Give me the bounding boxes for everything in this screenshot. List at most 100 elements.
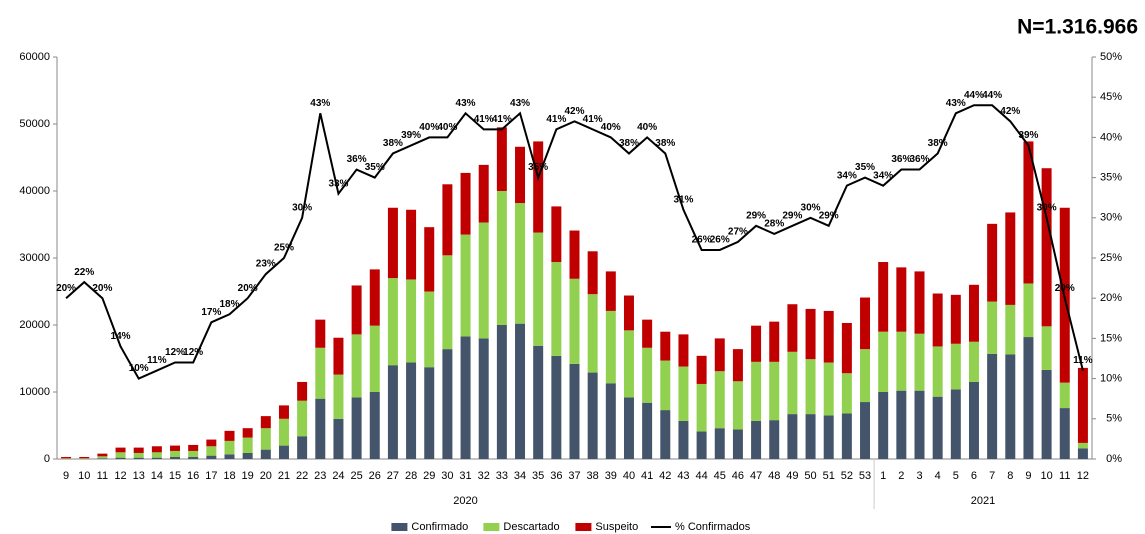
bar-segment <box>1005 212 1016 305</box>
bar-segment <box>968 341 979 382</box>
data-label: 40% <box>601 122 621 133</box>
y-tick-label: 10000 <box>19 386 50 398</box>
data-label: 41% <box>583 114 603 125</box>
bar-segment <box>714 428 725 459</box>
data-label: 35% <box>855 162 875 173</box>
bar-segment <box>950 389 961 459</box>
bar-segment <box>242 452 253 459</box>
x-tick-label: 13 <box>133 470 145 482</box>
bar-segment <box>841 373 852 414</box>
bar-segment <box>533 232 544 346</box>
bar-segment <box>260 416 271 429</box>
x-tick-label: 3 <box>916 470 922 482</box>
bar-segment <box>860 349 871 403</box>
bar-segment <box>315 319 326 348</box>
data-label: 25% <box>274 243 294 254</box>
x-tick-label: 41 <box>641 470 653 482</box>
legend-swatch <box>575 523 592 531</box>
bar-segment <box>115 447 126 453</box>
bar-segment <box>787 304 798 352</box>
bar-segment <box>678 334 689 367</box>
data-label: 23% <box>256 259 276 270</box>
bar-segment <box>914 271 925 334</box>
bar-segment <box>315 347 326 399</box>
bar-segment <box>1005 304 1016 355</box>
bar-segment <box>823 362 834 416</box>
bar-segment <box>406 209 417 280</box>
bar-segment <box>569 230 580 279</box>
data-label: 40% <box>419 122 439 133</box>
data-label: 44% <box>964 90 984 101</box>
x-tick-label: 23 <box>314 470 326 482</box>
bar-segment <box>732 429 743 459</box>
y2-tick-label: 40% <box>1100 131 1122 143</box>
bar-segment <box>1023 283 1034 338</box>
data-label: 20% <box>1055 283 1075 294</box>
bar-segment <box>478 338 489 459</box>
bar-segment <box>79 456 90 459</box>
x-tick-label: 35 <box>532 470 544 482</box>
x-tick-label: 27 <box>387 470 399 482</box>
bar-segment <box>224 440 235 455</box>
bar-segment <box>115 452 126 458</box>
data-label: 43% <box>946 98 966 109</box>
bar-segment <box>351 334 362 398</box>
bar-segment <box>1059 382 1070 409</box>
data-label: 40% <box>437 122 457 133</box>
bar-segment <box>751 420 762 459</box>
bar-segment <box>551 206 562 263</box>
bar-segment <box>987 301 998 354</box>
bar-segment <box>369 269 380 326</box>
bar-segment <box>841 322 852 374</box>
bar-segment <box>369 325 380 392</box>
bar-segment <box>478 164 489 223</box>
y-tick-label: 50000 <box>19 118 50 130</box>
sample-size: N=1.316.966 <box>1017 16 1138 39</box>
bar-segment <box>569 363 580 459</box>
data-label: 22% <box>74 267 94 278</box>
bar-segment <box>297 436 308 459</box>
y2-tick-label: 5% <box>1106 413 1122 425</box>
data-label: 34% <box>873 170 893 181</box>
bar-segment <box>333 337 344 375</box>
y2-tick-label: 50% <box>1100 51 1122 63</box>
bar-segment <box>351 397 362 459</box>
bar-segment <box>170 456 181 459</box>
data-label: 20% <box>238 283 258 294</box>
bar-segment <box>551 355 562 459</box>
x-tick-label: 34 <box>514 470 526 482</box>
bar-segment <box>297 400 308 437</box>
bar-segment <box>61 458 72 459</box>
data-label: 18% <box>219 299 239 310</box>
bar-segment <box>387 365 398 459</box>
data-label: 29% <box>782 210 802 221</box>
bar-segment <box>642 319 653 348</box>
bar-segment <box>605 310 616 384</box>
x-tick-label: 28 <box>405 470 417 482</box>
bar-segment <box>442 255 453 350</box>
bar-segment <box>878 392 889 459</box>
data-label: 12% <box>183 347 203 358</box>
data-label: 30% <box>1037 202 1057 213</box>
y-tick-label: 20000 <box>19 319 50 331</box>
data-label: 42% <box>1000 106 1020 117</box>
x-tick-label: 17 <box>205 470 217 482</box>
bar-segment <box>623 397 634 459</box>
bar-segment <box>442 349 453 459</box>
bar-segment <box>496 325 507 459</box>
bar-segment <box>151 457 162 459</box>
bar-segment <box>660 360 671 411</box>
bar-segment <box>605 271 616 311</box>
x-tick-label: 47 <box>750 470 762 482</box>
y2-tick-label: 20% <box>1100 292 1122 304</box>
bar-segment <box>478 222 489 339</box>
bar-segment <box>242 437 253 453</box>
bar-segment <box>569 278 580 364</box>
bar-segment <box>424 291 435 368</box>
data-label: 42% <box>564 106 584 117</box>
data-label: 38% <box>619 138 639 149</box>
x-tick-label: 39 <box>605 470 617 482</box>
x-tick-label: 40 <box>623 470 635 482</box>
bar-segment <box>387 207 398 279</box>
x-tick-label: 48 <box>768 470 780 482</box>
